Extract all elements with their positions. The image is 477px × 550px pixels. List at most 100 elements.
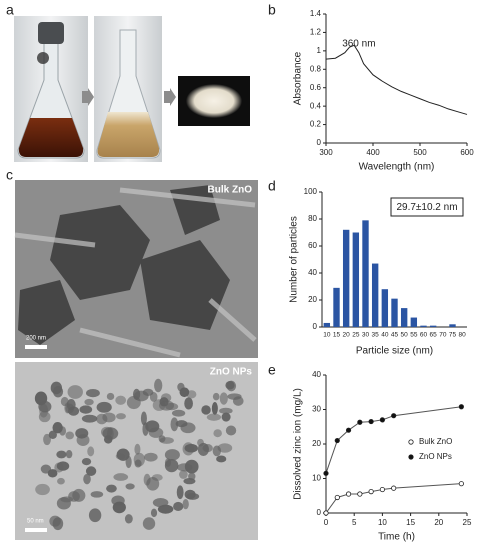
particle <box>183 477 196 485</box>
data-point <box>368 489 374 495</box>
x-tick-label: 300 <box>319 148 333 157</box>
particle <box>217 443 233 453</box>
x-tick-label: 80 <box>459 332 467 339</box>
x-tick-label: 0 <box>324 518 329 527</box>
panel-label: e <box>268 362 276 378</box>
arrow <box>164 88 176 106</box>
particle <box>184 459 199 474</box>
image-label: Bulk ZnO <box>208 185 253 196</box>
x-tick-label: 45 <box>391 332 399 339</box>
particle <box>206 413 222 421</box>
particle <box>106 392 115 401</box>
particle <box>49 515 61 527</box>
particle <box>179 470 188 479</box>
particle <box>85 466 97 476</box>
particle <box>39 403 49 418</box>
scale-bar-label: 200 nm <box>26 336 46 342</box>
particle <box>159 397 169 407</box>
particle <box>140 411 147 426</box>
particle <box>219 407 233 414</box>
particle <box>72 488 86 502</box>
x-tick-label: 65 <box>430 332 438 339</box>
bar <box>323 322 331 327</box>
particle <box>60 396 69 407</box>
data-point <box>323 510 329 516</box>
particle <box>176 485 184 500</box>
particle <box>133 452 145 467</box>
image-label: ZnO NPs <box>210 367 253 378</box>
particle <box>65 431 74 440</box>
y-tick-label: 30 <box>312 405 321 414</box>
particle <box>150 508 158 518</box>
data-point <box>345 427 352 433</box>
data-point <box>323 470 329 476</box>
x-tick-label: 40 <box>381 332 389 339</box>
particle <box>186 493 200 500</box>
particle <box>132 388 141 400</box>
data-point <box>379 417 385 423</box>
particle <box>59 426 67 436</box>
particle <box>175 420 188 428</box>
bar <box>420 325 427 327</box>
y-tick-label: 20 <box>312 439 321 448</box>
particle <box>103 435 113 444</box>
particle <box>65 450 73 459</box>
y-tick-label: 10 <box>312 474 321 483</box>
x-axis-title: Particle size (nm) <box>356 346 433 357</box>
x-tick-label: 600 <box>460 148 474 157</box>
particle <box>56 461 70 471</box>
particle <box>182 442 195 456</box>
arrow <box>82 88 94 106</box>
x-tick-label: 50 <box>401 332 409 339</box>
y-tick-label: 60 <box>308 241 317 250</box>
particle <box>170 417 179 432</box>
x-tick-label: 15 <box>406 518 415 527</box>
bar <box>342 229 350 327</box>
y-tick-label: 80 <box>308 214 317 223</box>
y-tick-label: 40 <box>308 268 317 277</box>
x-tick-label: 55 <box>410 332 418 339</box>
particle <box>173 501 184 511</box>
particle <box>34 391 48 406</box>
particle <box>225 380 235 390</box>
panel-label: c <box>6 167 13 183</box>
particle <box>219 392 228 405</box>
legend-label: Bulk ZnO <box>419 437 452 446</box>
data-point <box>345 491 352 497</box>
particle <box>186 390 197 399</box>
particle <box>83 473 91 485</box>
particle <box>86 388 100 398</box>
data-line <box>325 44 468 115</box>
bar <box>449 324 456 327</box>
x-tick-label: 400 <box>366 148 380 157</box>
y-tick-label: 0 <box>317 138 322 147</box>
particle <box>50 381 63 395</box>
x-tick-label: 60 <box>420 332 428 339</box>
y-tick-label: 100 <box>304 187 318 196</box>
panel-label: d <box>268 178 276 194</box>
particle <box>164 458 179 473</box>
particle <box>125 455 132 469</box>
particle <box>38 411 51 423</box>
x-tick-label: 20 <box>434 518 443 527</box>
particle <box>116 413 126 420</box>
particle <box>165 402 179 411</box>
particle <box>115 395 127 405</box>
particle <box>144 452 158 462</box>
particle <box>177 382 185 392</box>
bar <box>429 325 437 327</box>
x-axis-title: Time (h) <box>378 532 415 543</box>
particle <box>152 498 169 508</box>
annotation: 360 nm <box>342 39 375 50</box>
x-tick-label: 75 <box>449 332 457 339</box>
x-axis-title: Wavelength (nm) <box>359 162 435 173</box>
y-tick-label: 0.4 <box>310 101 322 110</box>
particle <box>159 437 174 444</box>
particle <box>115 453 126 460</box>
data-point <box>368 418 374 425</box>
particle <box>143 473 151 486</box>
particle <box>106 484 117 493</box>
particle <box>81 414 98 423</box>
particle <box>158 435 166 443</box>
x-tick-label: 35 <box>372 332 380 339</box>
